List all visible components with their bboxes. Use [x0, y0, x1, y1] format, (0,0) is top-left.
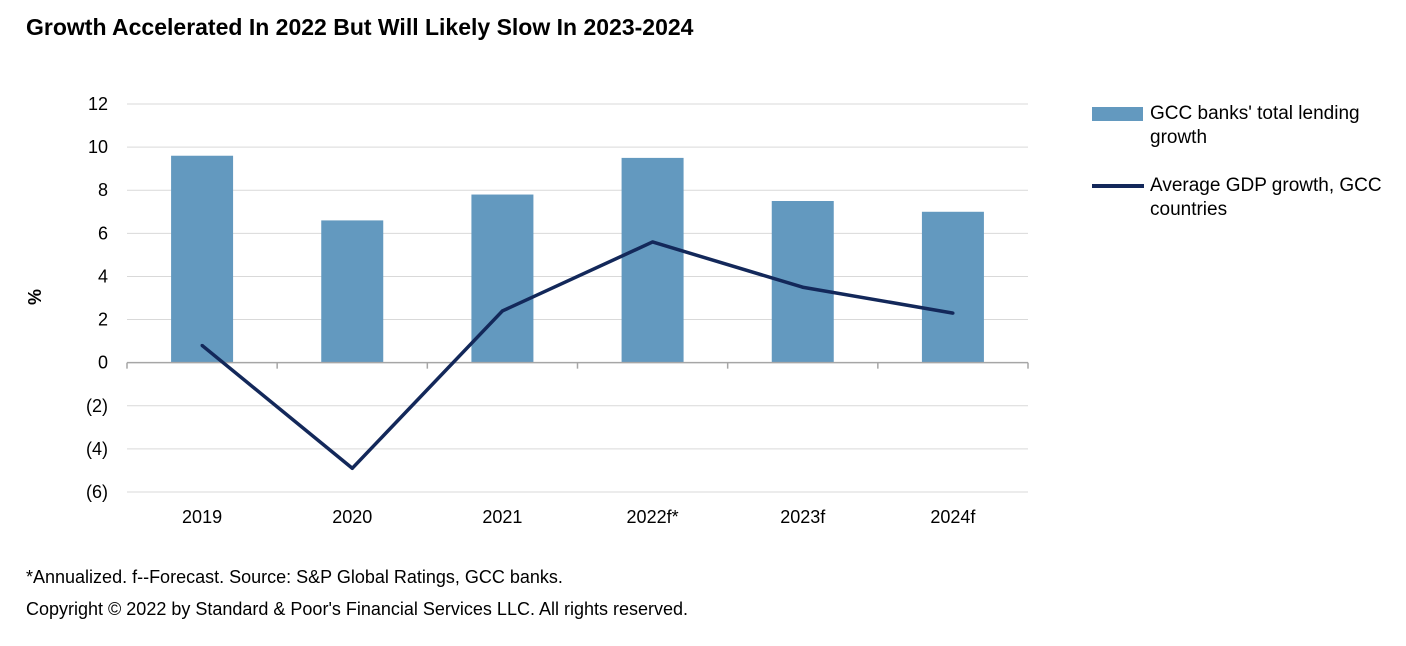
- bar-lending-2021: [471, 194, 534, 363]
- x-tick-label: 2022f*: [627, 507, 679, 527]
- point-gdp-2019: [200, 343, 204, 348]
- gridlines: [127, 103, 1028, 493]
- y-tick-label: (4): [86, 439, 108, 459]
- x-tick-label: 2019: [182, 507, 222, 527]
- line-series: [200, 240, 955, 471]
- bar-lending-2022f*: [621, 157, 684, 363]
- y-tick-label: (6): [86, 482, 108, 502]
- point-gdp-2020: [350, 466, 354, 470]
- footnote-copyright: Copyright © 2022 by Standard & Poor's Fi…: [26, 599, 689, 619]
- legend-label-lending: GCC banks' total lending growth: [1150, 103, 1360, 148]
- point-gdp-2023f: [801, 285, 805, 289]
- bar-lending-2024f: [921, 211, 984, 363]
- x-tick-label: 2021: [482, 507, 522, 527]
- bar-series: [171, 155, 984, 363]
- line-gdp-growth: [200, 240, 954, 471]
- footnote-source: *Annualized. f--Forecast. Source: S&P Gl…: [26, 567, 563, 587]
- legend-item-gdp: Average GDP growth, GCC countries: [1092, 174, 1392, 222]
- bar-lending-2019: [171, 155, 234, 363]
- y-tick-label: 10: [88, 137, 108, 157]
- y-axis-ticks: 12 10 8 6 4 2 0 (2) (4) (6): [86, 94, 108, 502]
- legend-item-lending: GCC banks' total lending growth: [1092, 102, 1392, 150]
- x-axis-ticks: 2019 2020 2021 2022f* 2023f 2024f: [182, 507, 976, 527]
- y-tick-label: (2): [86, 396, 108, 416]
- x-tick-label: 2020: [332, 507, 372, 527]
- point-gdp-2021: [500, 309, 505, 313]
- y-tick-label: 8: [98, 180, 108, 200]
- y-tick-label: 12: [88, 94, 108, 114]
- legend: GCC banks' total lending growth Average …: [1092, 102, 1392, 246]
- bar-lending-2020: [321, 220, 384, 363]
- point-gdp-2022f*: [650, 240, 655, 244]
- legend-line-swatch: [1092, 184, 1144, 188]
- y-tick-label: 6: [98, 223, 108, 243]
- legend-bar-swatch: [1092, 107, 1143, 121]
- x-tick-label: 2024f: [930, 507, 976, 527]
- x-tick-label: 2023f: [780, 507, 826, 527]
- y-tick-label: 4: [98, 266, 108, 286]
- chart-title: Growth Accelerated In 2022 But Will Like…: [26, 14, 694, 40]
- y-axis-label: %: [25, 289, 45, 305]
- x-axis: [126, 361, 1029, 369]
- legend-label-gdp: Average GDP growth, GCC countries: [1150, 175, 1382, 220]
- point-gdp-2024f: [951, 311, 955, 315]
- y-tick-label: 2: [98, 310, 108, 330]
- y-tick-label: 0: [98, 353, 108, 373]
